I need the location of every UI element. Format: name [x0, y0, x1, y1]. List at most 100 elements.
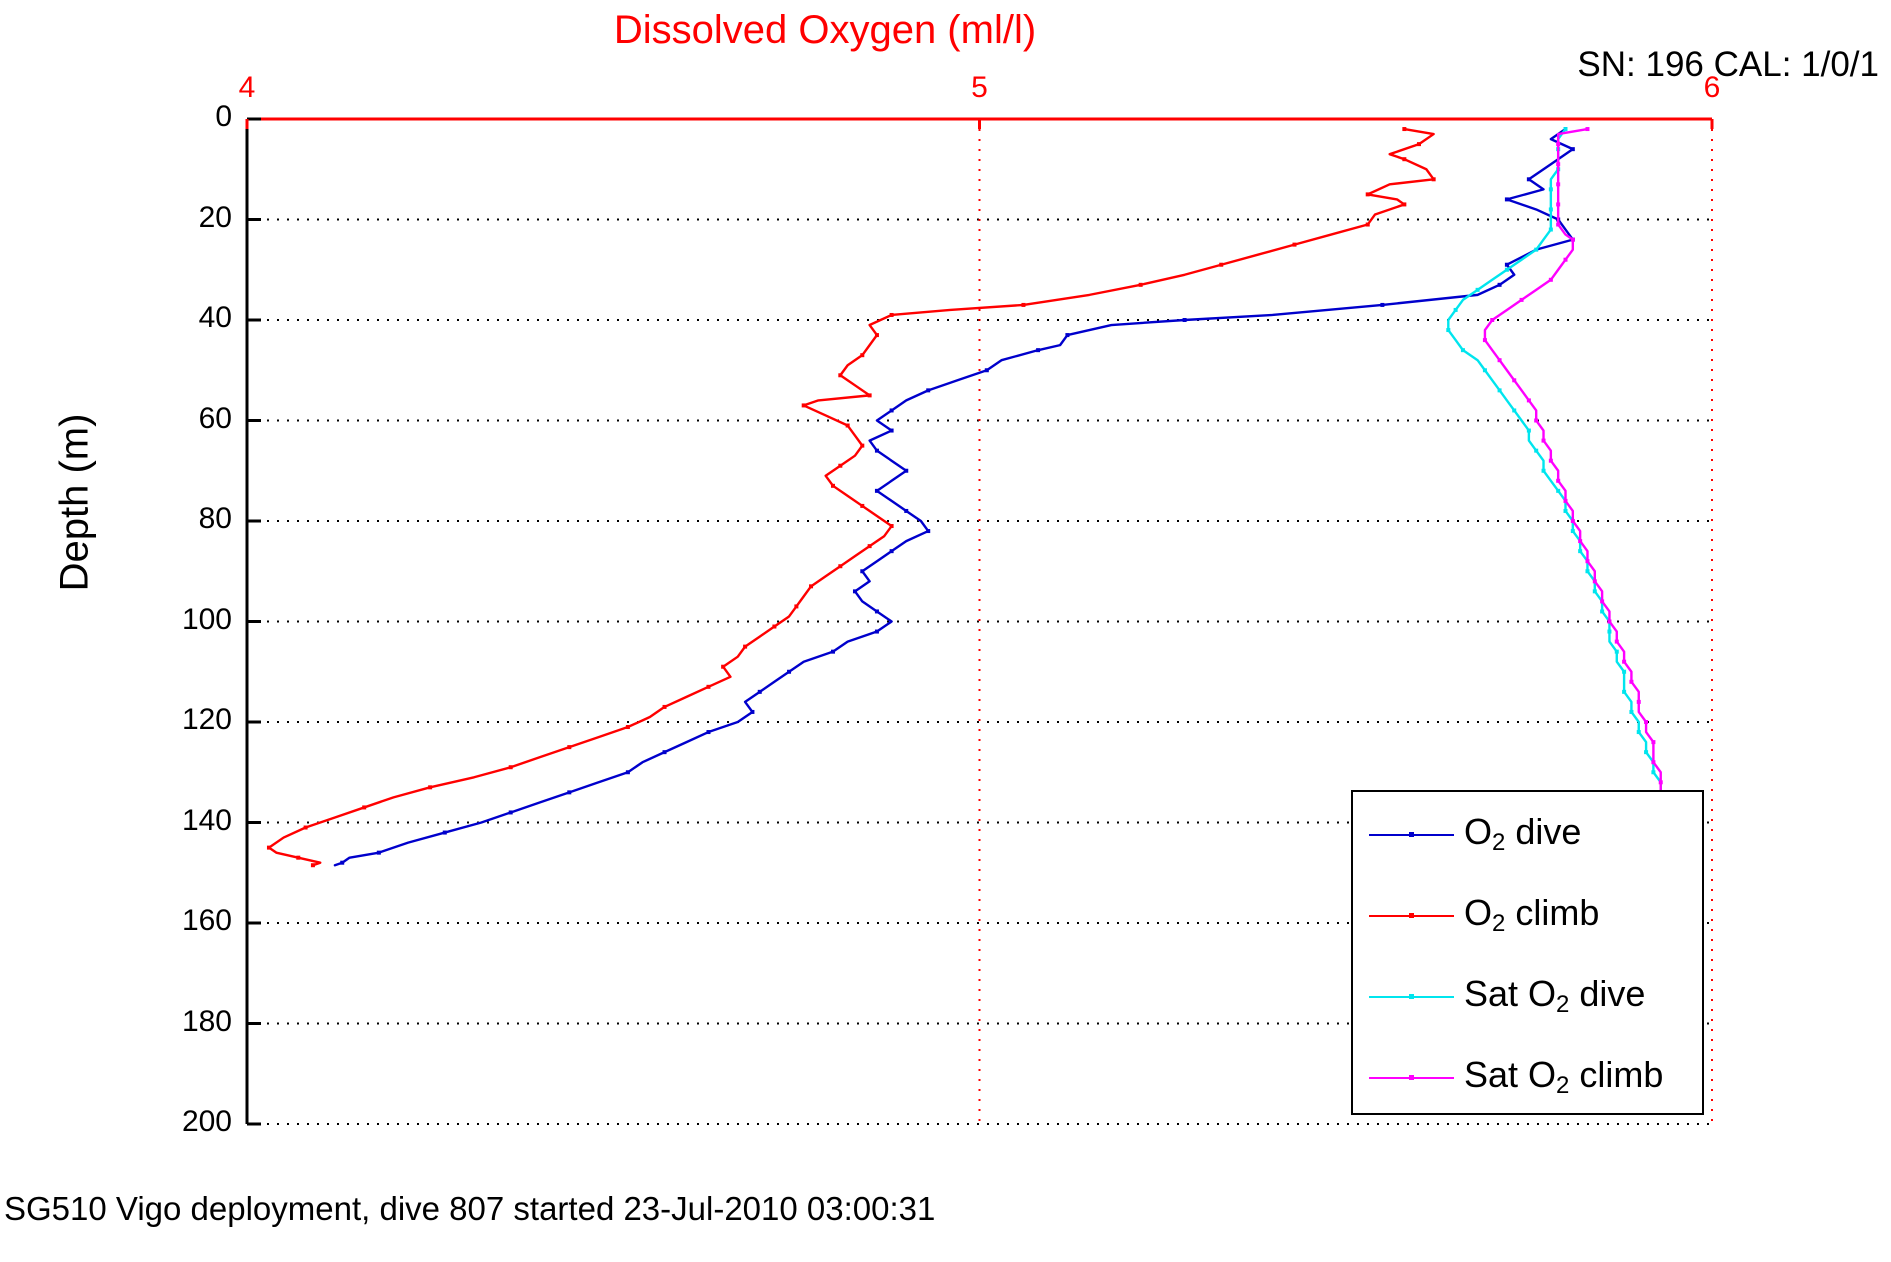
y-tick-label: 0	[215, 100, 232, 133]
series-marker	[1497, 282, 1502, 287]
chart-title: Dissolved Oxygen (ml/l)	[613, 8, 1037, 52]
legend-item-2[interactable]: O2 climb	[1353, 875, 1702, 956]
series-marker	[1541, 468, 1546, 473]
series-marker	[1607, 629, 1612, 634]
series-marker	[757, 689, 762, 694]
legend-label: Sat O2 climb	[1464, 1054, 1664, 1099]
series-marker	[845, 423, 850, 428]
series-marker	[1563, 127, 1568, 132]
series-marker	[1475, 287, 1480, 292]
series-marker	[1512, 378, 1517, 383]
series-marker	[1658, 780, 1663, 785]
series-marker	[1563, 257, 1568, 262]
series-marker	[1651, 760, 1656, 765]
series-marker	[1585, 559, 1590, 564]
legend-item-1[interactable]: O2 dive	[1353, 794, 1702, 875]
legend-item-3[interactable]: Sat O2 dive	[1353, 956, 1702, 1037]
series-marker	[1636, 699, 1641, 704]
series-marker	[625, 725, 630, 730]
data-series-3	[1446, 127, 1670, 799]
series-marker	[1622, 669, 1627, 674]
series-marker	[1636, 730, 1641, 735]
series-marker	[1651, 740, 1656, 745]
series-marker	[662, 704, 667, 709]
series-marker	[362, 805, 367, 810]
legend-swatch-icon	[1369, 831, 1454, 837]
series-marker	[889, 549, 894, 554]
series-marker	[889, 312, 894, 317]
series-marker	[1592, 579, 1597, 584]
series-marker	[1600, 609, 1605, 614]
series-marker	[1365, 192, 1370, 197]
series-marker	[1570, 147, 1575, 152]
series-marker	[787, 669, 792, 674]
series-line	[1447, 127, 1670, 799]
series-marker	[625, 770, 630, 775]
series-marker	[889, 524, 894, 529]
series-marker	[721, 664, 726, 669]
series-marker	[1629, 679, 1634, 684]
series-marker	[860, 569, 865, 574]
series-marker	[889, 408, 894, 413]
series-marker	[1548, 458, 1553, 463]
series-marker	[1365, 222, 1370, 227]
series-marker	[1497, 358, 1502, 363]
series-marker	[874, 333, 879, 338]
series-marker	[1556, 488, 1561, 493]
series-marker	[1585, 127, 1590, 132]
series-marker	[1622, 659, 1627, 664]
series-marker	[794, 604, 799, 609]
series-marker	[508, 810, 513, 815]
y-tick-label: 120	[181, 703, 232, 736]
series-marker	[1534, 247, 1539, 252]
series-marker	[1417, 142, 1421, 147]
series-marker	[1548, 277, 1553, 282]
series-marker	[1021, 302, 1026, 307]
series-marker	[1526, 398, 1531, 403]
figure-caption: SG510 Vigo deployment, dive 807 started …	[4, 1190, 936, 1227]
y-tick-label: 180	[181, 1004, 232, 1038]
series-marker	[1036, 348, 1041, 353]
data-series-1	[333, 127, 1575, 867]
series-marker	[442, 830, 447, 835]
series-marker	[1380, 302, 1385, 307]
series-marker	[904, 468, 909, 473]
y-tick-label: 100	[181, 602, 232, 636]
series-marker	[801, 403, 806, 408]
series-marker	[1504, 262, 1509, 267]
series-marker	[1556, 478, 1561, 483]
series-marker	[1504, 267, 1509, 272]
series-line	[333, 127, 1575, 867]
legend[interactable]: O2 dive O2 climb Sat O2 dive Sat O2 climb	[1351, 790, 1704, 1115]
series-marker	[1607, 619, 1612, 624]
series-marker	[1402, 202, 1407, 207]
series-marker	[904, 508, 909, 513]
series-marker	[1614, 639, 1619, 644]
series-marker	[1138, 282, 1143, 287]
series-marker	[1504, 197, 1509, 202]
series-marker	[1614, 649, 1619, 654]
series-marker	[860, 503, 865, 508]
series-marker	[1563, 498, 1568, 503]
series-marker	[926, 388, 931, 393]
series-marker	[1570, 237, 1575, 242]
y-tick-label: 200	[181, 1105, 232, 1138]
series-marker	[1460, 348, 1465, 353]
series-marker	[1497, 388, 1502, 393]
series-marker	[874, 629, 879, 634]
series-marker	[1534, 448, 1539, 453]
series-marker	[772, 624, 777, 629]
series-marker	[831, 483, 835, 488]
series-marker	[1578, 549, 1583, 554]
series-marker	[874, 488, 879, 493]
legend-item-4[interactable]: Sat O2 climb	[1353, 1037, 1702, 1118]
series-marker	[1219, 262, 1224, 267]
legend-label: Sat O2 dive	[1464, 973, 1646, 1018]
series-marker	[706, 684, 711, 689]
sensor-annotation: SN: 196 CAL: 1/0/1	[1577, 45, 1879, 84]
series-marker	[750, 709, 755, 714]
series-marker	[567, 745, 572, 750]
series-marker	[1570, 519, 1575, 523]
series-marker	[1512, 408, 1517, 413]
